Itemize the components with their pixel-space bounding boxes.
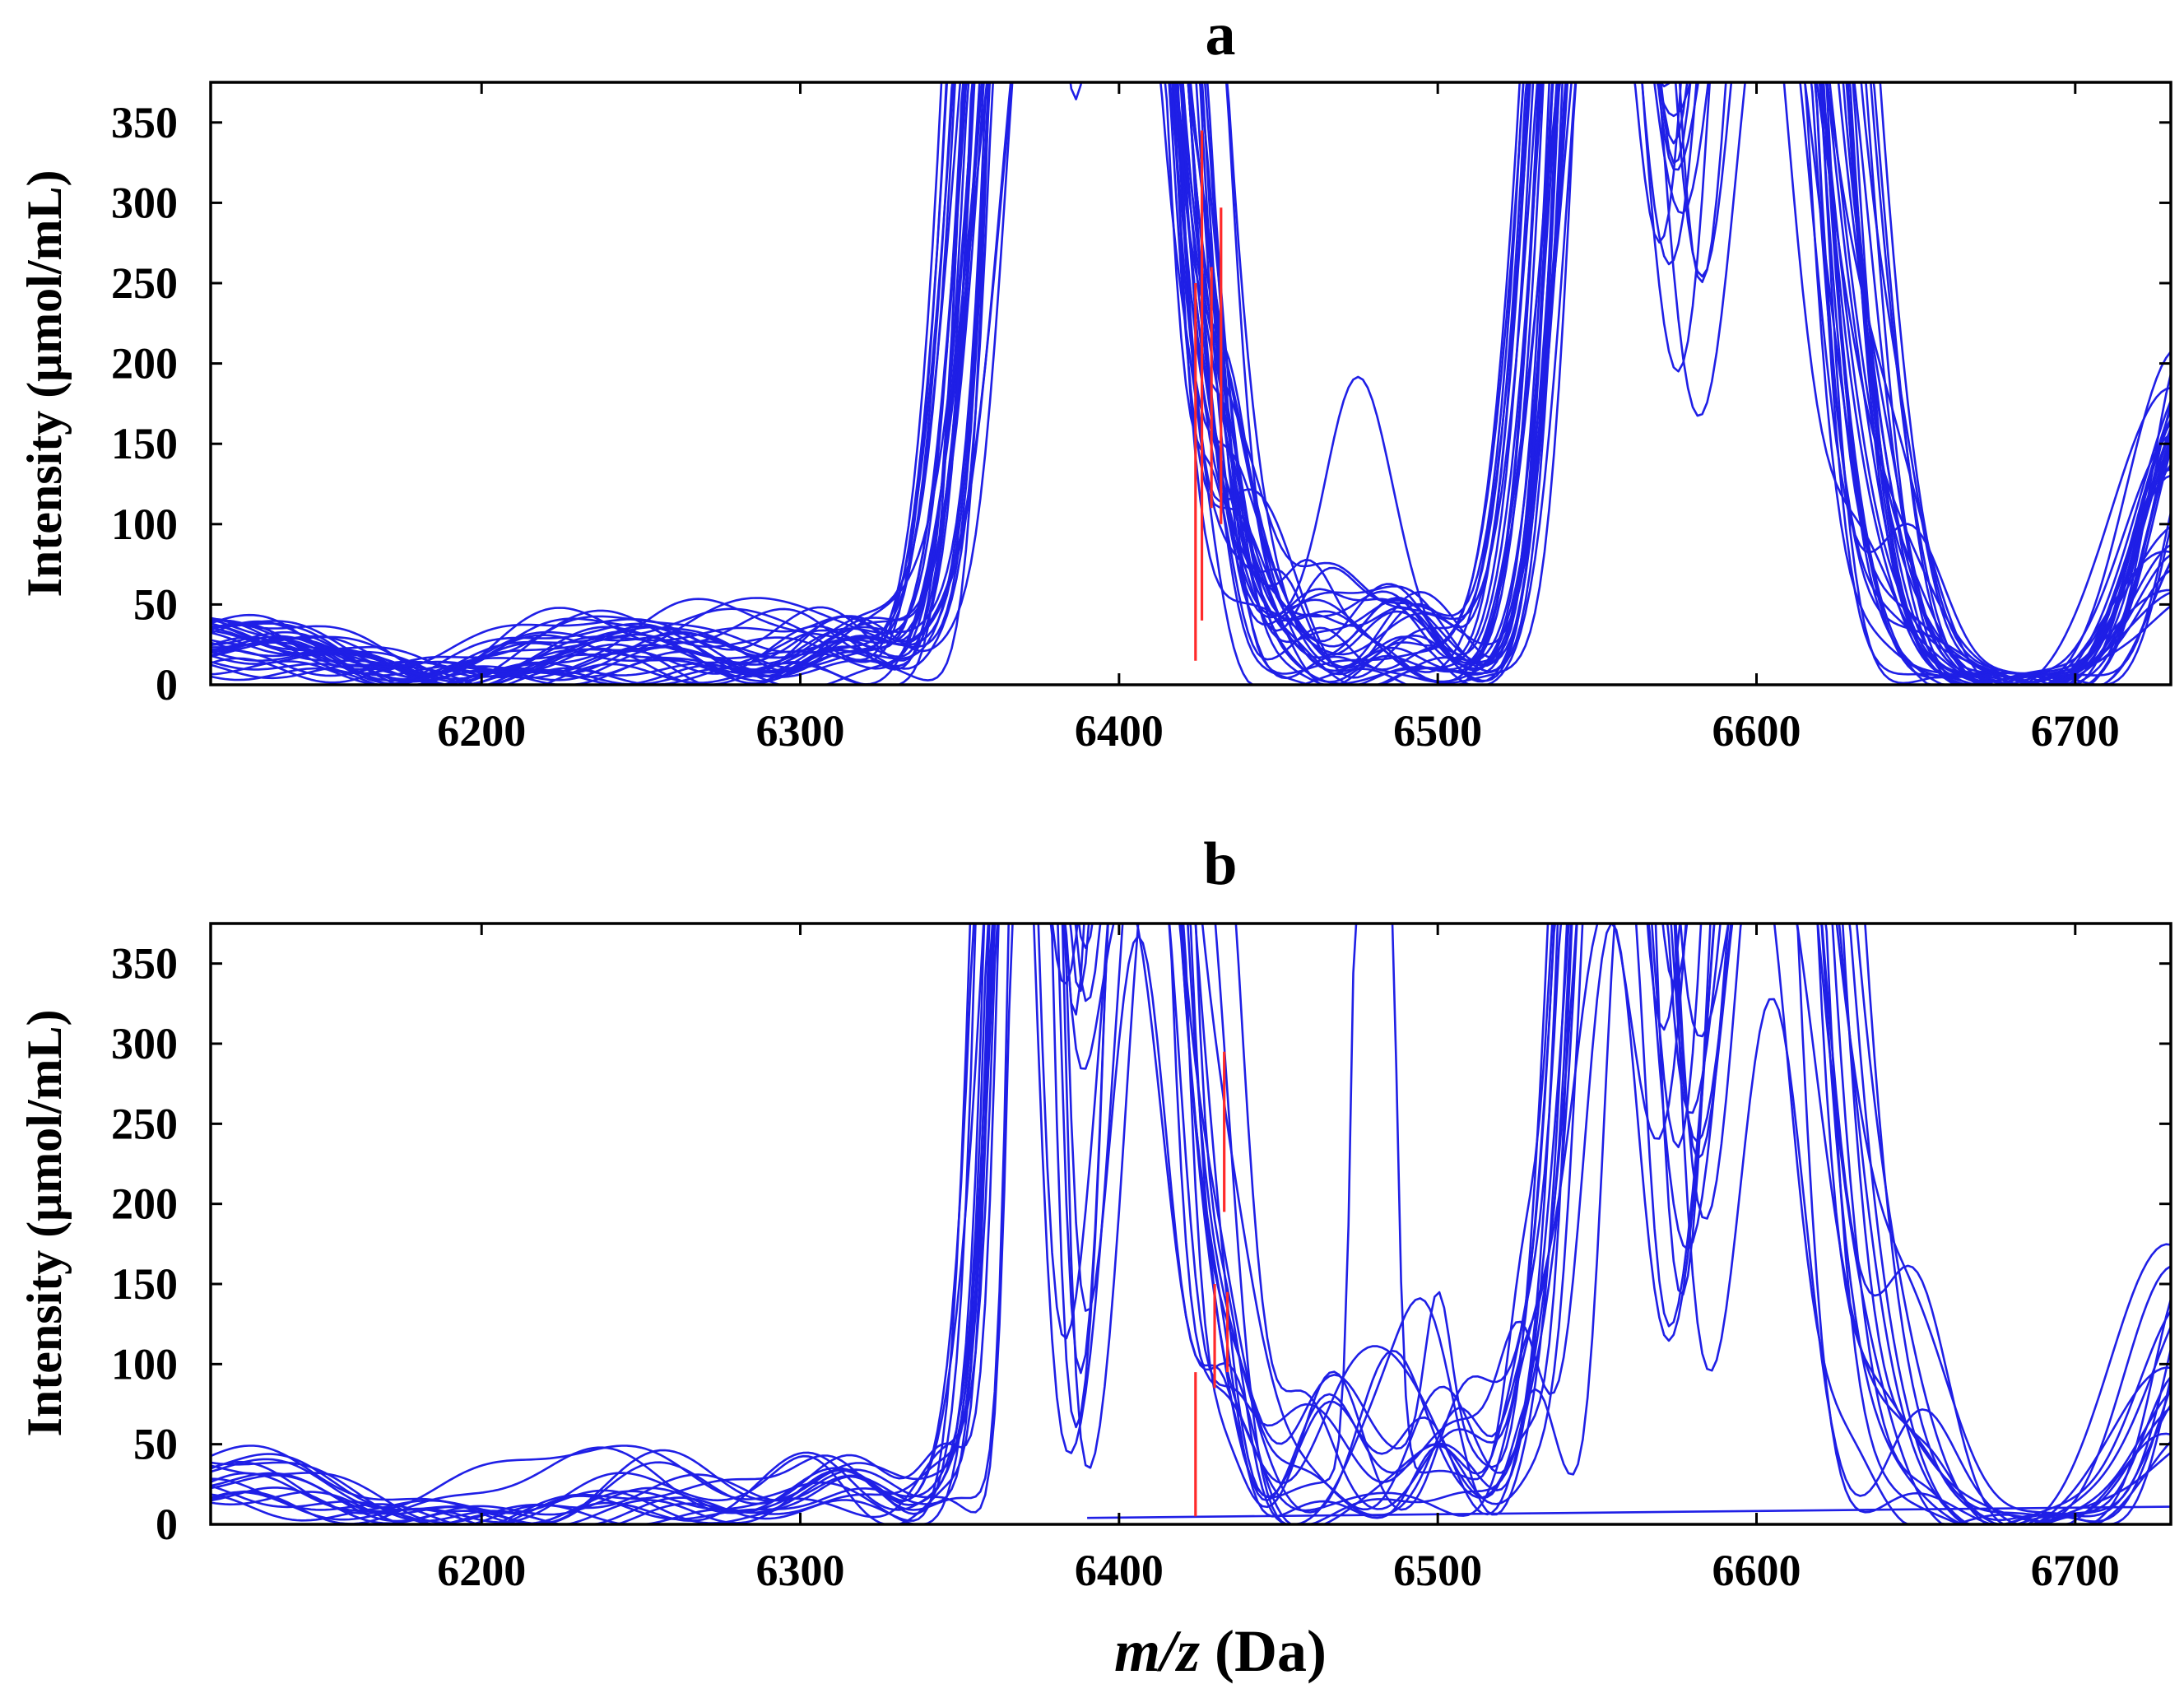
panel-a-ylabel: Intensity (μmol/mL)	[17, 170, 72, 598]
panel-a-title: a	[1206, 1, 1236, 68]
y-tick-label: 250	[111, 1099, 178, 1148]
spectrum-line	[211, 923, 2171, 1524]
panel-b: b 6200 6300 6400 6500 6600 6700 0 50 100 150 200 2…	[17, 830, 2172, 1595]
y-tick-label: 150	[111, 419, 178, 468]
panel-a-x-axis: 6200 6300 6400 6500 6600 6700	[437, 82, 2120, 756]
spectrum-line	[211, 82, 2171, 685]
spectrum-line	[211, 923, 2171, 1524]
y-tick-label: 200	[111, 1179, 178, 1229]
y-tick-label: 50	[133, 579, 178, 629]
spectrum-line	[211, 82, 2171, 685]
spectrum-baseline	[1087, 1505, 2171, 1519]
x-tick-label: 6300	[756, 706, 845, 756]
x-tick-label: 6700	[2031, 1546, 2120, 1595]
panel-a-series-group	[211, 82, 2171, 685]
panel-b-x-axis: 6200 6300 6400 6500 6600 6700	[437, 923, 2120, 1595]
x-axis-label: m/z (Da)	[1114, 1618, 1327, 1684]
y-tick-label: 300	[111, 1019, 178, 1068]
spectrum-line	[211, 82, 2171, 685]
y-tick-label: 50	[133, 1420, 178, 1469]
panel-b-marker-group	[1194, 1051, 1229, 1517]
spectrum-line	[211, 923, 2171, 1524]
panel-a-spectra	[211, 82, 2171, 685]
y-tick-label: 0	[156, 1500, 178, 1549]
panel-b-title: b	[1203, 830, 1237, 898]
spectrum-line	[211, 82, 2171, 685]
panel-a-plot-area: 6200 6300 6400 6500 6600 6700 0 50 100 150 200 250…	[111, 81, 2172, 756]
spectrum-line	[211, 82, 2171, 685]
y-tick-label: 150	[111, 1259, 178, 1309]
x-tick-label: 6500	[1393, 1546, 1482, 1595]
panel-b-frame	[209, 922, 2172, 1526]
panel-b-series-group	[211, 923, 2171, 1524]
panel-b-plot-area: 6200 6300 6400 6500 6600 6700 0 50 100 150 200 250…	[111, 922, 2172, 1595]
x-tick-label: 6500	[1393, 706, 1482, 756]
x-tick-label: 6600	[1712, 706, 1801, 756]
spectrum-line	[211, 82, 2171, 685]
y-tick-label: 250	[111, 258, 178, 308]
y-tick-label: 100	[111, 500, 178, 549]
spectrum-line	[211, 923, 2171, 1524]
panel-a-marker-group	[1194, 130, 1223, 661]
spectrum-line	[211, 923, 2171, 1524]
spectrum-line	[211, 82, 2171, 685]
y-tick-label: 100	[111, 1339, 178, 1389]
x-tick-label: 6400	[1075, 1546, 1164, 1595]
panel-a-frame	[209, 81, 2172, 686]
x-tick-label: 6400	[1075, 706, 1164, 756]
panel-a-y-axis: 0 50 100 150 200 250 300 350	[111, 98, 2171, 709]
y-tick-label: 200	[111, 339, 178, 388]
spectrum-line	[211, 82, 2171, 685]
x-tick-label: 6200	[437, 706, 526, 756]
spectrum-line	[211, 923, 2171, 1524]
panel-b-ylabel: Intensity (μmol/mL)	[17, 1010, 72, 1437]
spectrum-line	[211, 923, 2171, 1524]
spectrum-line	[211, 82, 2171, 685]
x-tick-label: 6300	[756, 1546, 845, 1595]
panel-b-y-axis: 0 50 100 150 200 250 300 350	[111, 939, 2171, 1549]
y-tick-label: 350	[111, 98, 178, 147]
spectrum-line	[211, 923, 2171, 1524]
x-axis-label-unit: (Da)	[1200, 1618, 1327, 1684]
x-tick-label: 6700	[2031, 706, 2120, 756]
panel-a: a 6200 6300 6400 6500 6600 6700 0 50 100 150 200 2…	[17, 1, 2172, 756]
y-tick-label: 300	[111, 178, 178, 227]
x-tick-label: 6200	[437, 1546, 526, 1595]
x-axis-label-italic: m/z	[1114, 1618, 1200, 1684]
y-tick-label: 0	[156, 660, 178, 709]
y-tick-label: 350	[111, 939, 178, 989]
spectrum-line	[211, 82, 2171, 685]
x-tick-label: 6600	[1712, 1546, 1801, 1595]
panel-b-spectra	[211, 923, 2171, 1524]
